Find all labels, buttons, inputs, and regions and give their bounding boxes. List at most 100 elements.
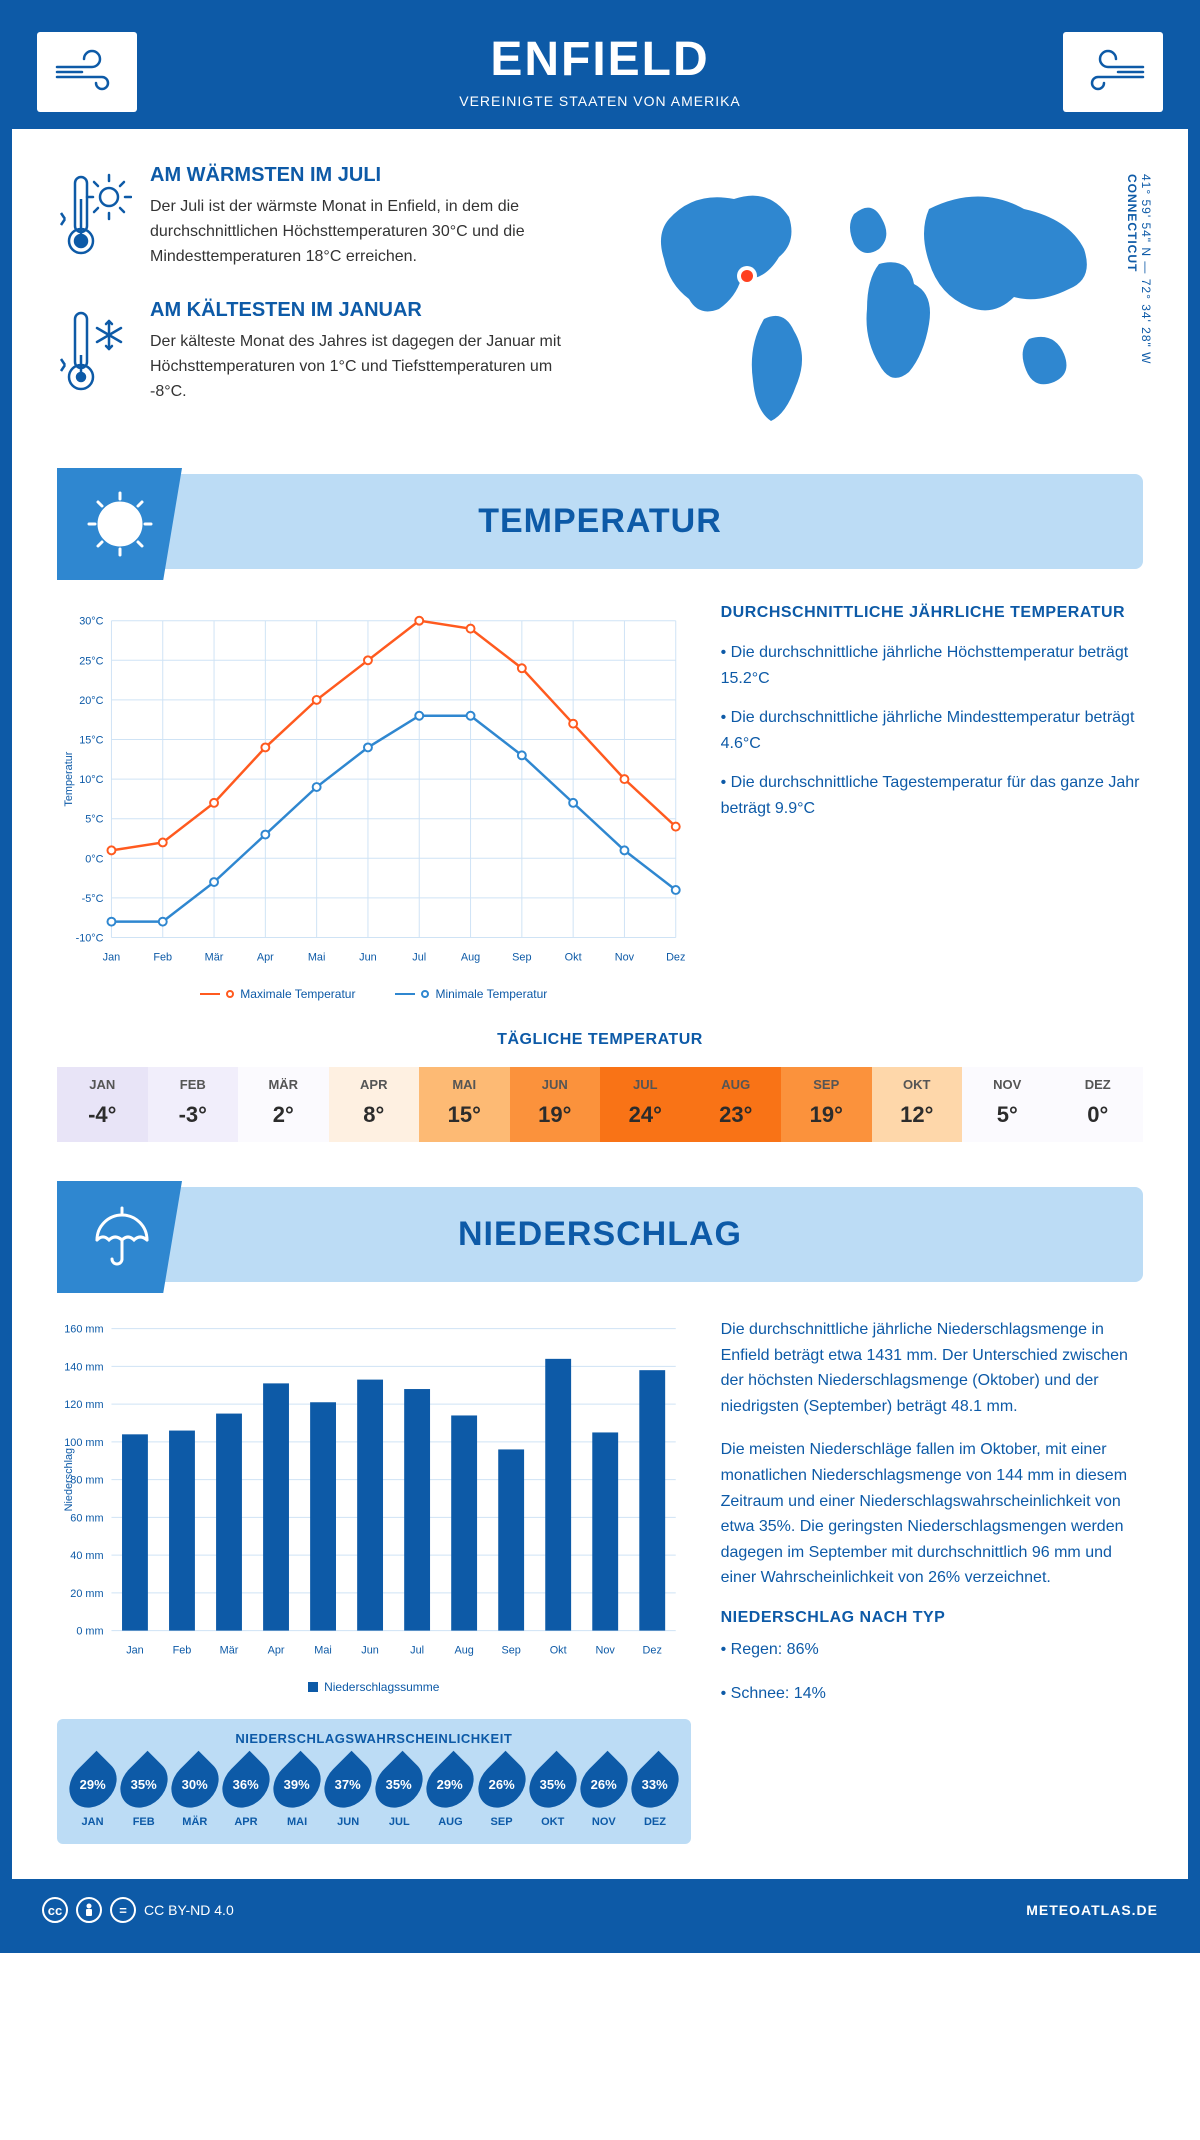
precip-p1: Die durchschnittliche jährliche Niedersc… — [721, 1317, 1143, 1419]
probability-drop: 35%JUL — [378, 1758, 420, 1828]
site-name: METEOATLAS.DE — [1026, 1902, 1158, 1918]
page-subtitle: VEREINIGTE STAATEN VON AMERIKA — [32, 93, 1168, 109]
svg-text:80 mm: 80 mm — [70, 1475, 103, 1487]
cc-icon: cc — [42, 1897, 68, 1923]
svg-text:Okt: Okt — [550, 1644, 567, 1656]
precip-p3: • Regen: 86% — [721, 1637, 1143, 1663]
svg-text:Aug: Aug — [454, 1644, 473, 1656]
probability-box: NIEDERSCHLAGSWAHRSCHEINLICHKEIT 29%JAN35… — [57, 1719, 691, 1844]
svg-text:0°C: 0°C — [85, 853, 103, 865]
daily-cell: AUG23° — [691, 1067, 782, 1142]
daily-cell: JAN-4° — [57, 1067, 148, 1142]
probability-drop: 39%MAI — [276, 1758, 318, 1828]
header: ENFIELD VEREINIGTE STAATEN VON AMERIKA — [12, 12, 1188, 129]
svg-text:30°C: 30°C — [79, 616, 103, 628]
page: ENFIELD VEREINIGTE STAATEN VON AMERIKA A… — [0, 0, 1200, 1953]
svg-text:Feb: Feb — [173, 1644, 192, 1656]
daily-cell: MAI15° — [419, 1067, 510, 1142]
temp-info-p3: • Die durchschnittliche Tagestemperatur … — [721, 770, 1143, 821]
intro-section: AM WÄRMSTEN IM JULI Der Juli ist der wär… — [57, 164, 1143, 439]
coldest-title: AM KÄLTESTEN IM JANUAR — [150, 299, 585, 322]
svg-text:10°C: 10°C — [79, 774, 103, 786]
svg-text:Mär: Mär — [220, 1644, 239, 1656]
svg-text:Sep: Sep — [512, 951, 531, 963]
svg-text:Nov: Nov — [615, 951, 635, 963]
svg-text:160 mm: 160 mm — [64, 1324, 103, 1336]
svg-text:25°C: 25°C — [79, 655, 103, 667]
svg-text:Niederschlag: Niederschlag — [63, 1448, 75, 1511]
svg-text:0 mm: 0 mm — [76, 1626, 103, 1638]
svg-text:Jan: Jan — [126, 1644, 144, 1656]
precip-type-head: NIEDERSCHLAG NACH TYP — [721, 1609, 1143, 1627]
svg-text:Mai: Mai — [308, 951, 326, 963]
probability-drop: 29%AUG — [429, 1758, 471, 1828]
svg-text:Mär: Mär — [205, 951, 224, 963]
svg-text:Nov: Nov — [596, 1644, 616, 1656]
svg-text:-10°C: -10°C — [76, 932, 104, 944]
precip-p2: Die meisten Niederschläge fallen im Okto… — [721, 1437, 1143, 1591]
coordinates: 41° 59' 54" N — 72° 34' 28" W CONNECTICU… — [1125, 174, 1153, 364]
temp-info: DURCHSCHNITTLICHE JÄHRLICHE TEMPERATUR •… — [721, 604, 1143, 1001]
umbrella-badge-icon — [57, 1181, 182, 1293]
svg-text:Jul: Jul — [410, 1644, 424, 1656]
svg-text:60 mm: 60 mm — [70, 1512, 103, 1524]
temp-info-head: DURCHSCHNITTLICHE JÄHRLICHE TEMPERATUR — [721, 604, 1143, 622]
coldest-text: Der kälteste Monat des Jahres ist dagege… — [150, 330, 585, 404]
svg-text:Apr: Apr — [268, 1644, 285, 1656]
daily-temp-row: JAN-4°FEB-3°MÄR2°APR8°MAI15°JUN19°JUL24°… — [57, 1067, 1143, 1142]
temp-legend: Maximale Temperatur Minimale Temperatur — [57, 987, 691, 1001]
warmest-title: AM WÄRMSTEN IM JULI — [150, 164, 585, 187]
svg-text:20°C: 20°C — [79, 695, 103, 707]
section-temp-title: TEMPERATUR — [57, 502, 1143, 541]
svg-text:5°C: 5°C — [85, 814, 103, 826]
svg-text:Jun: Jun — [361, 1644, 379, 1656]
footer: cc = CC BY-ND 4.0 METEOATLAS.DE — [12, 1879, 1188, 1941]
thermometer-snow-icon — [57, 299, 132, 404]
wind-icon — [1063, 32, 1163, 112]
svg-text:Dez: Dez — [643, 1644, 662, 1656]
coords-region: CONNECTICUT — [1125, 174, 1139, 272]
svg-text:100 mm: 100 mm — [64, 1437, 103, 1449]
warmest-box: AM WÄRMSTEN IM JULI Der Juli ist der wär… — [57, 164, 585, 269]
svg-text:Jul: Jul — [412, 951, 426, 963]
svg-text:Mai: Mai — [314, 1644, 332, 1656]
probability-drop: 30%MÄR — [174, 1758, 216, 1828]
svg-text:15°C: 15°C — [79, 734, 103, 746]
daily-cell: JUL24° — [600, 1067, 691, 1142]
probability-drop: 37%JUN — [327, 1758, 369, 1828]
precip-chart: 0 mm20 mm40 mm60 mm80 mm100 mm120 mm140 … — [57, 1317, 691, 1844]
probability-drop: 35%FEB — [123, 1758, 165, 1828]
coords-line: 41° 59' 54" N — 72° 34' 28" W — [1139, 174, 1153, 364]
license: cc = CC BY-ND 4.0 — [42, 1897, 234, 1923]
svg-text:120 mm: 120 mm — [64, 1399, 103, 1411]
svg-text:40 mm: 40 mm — [70, 1550, 103, 1562]
daily-cell: MÄR2° — [238, 1067, 329, 1142]
svg-text:Aug: Aug — [461, 951, 480, 963]
daily-cell: SEP19° — [781, 1067, 872, 1142]
nd-icon: = — [110, 1897, 136, 1923]
svg-text:Okt: Okt — [565, 951, 582, 963]
probability-drop: 33%DEZ — [634, 1758, 676, 1828]
svg-text:Jan: Jan — [103, 951, 121, 963]
probability-drop: 26%NOV — [583, 1758, 625, 1828]
daily-title: TÄGLICHE TEMPERATUR — [57, 1031, 1143, 1049]
page-title: ENFIELD — [32, 32, 1168, 87]
temp-info-p1: • Die durchschnittliche jährliche Höchst… — [721, 640, 1143, 691]
section-precip-title: NIEDERSCHLAG — [57, 1215, 1143, 1254]
svg-text:Jun: Jun — [359, 951, 377, 963]
daily-cell: NOV5° — [962, 1067, 1053, 1142]
prob-title: NIEDERSCHLAGSWAHRSCHEINLICHKEIT — [67, 1731, 681, 1746]
svg-text:Sep: Sep — [501, 1644, 520, 1656]
daily-cell: OKT12° — [872, 1067, 963, 1142]
svg-text:Feb: Feb — [153, 951, 172, 963]
svg-text:-5°C: -5°C — [82, 893, 104, 905]
precip-p4: • Schnee: 14% — [721, 1681, 1143, 1707]
svg-text:Apr: Apr — [257, 951, 274, 963]
daily-cell: JUN19° — [510, 1067, 601, 1142]
svg-text:Dez: Dez — [666, 951, 685, 963]
world-map — [615, 164, 1143, 434]
section-precip-head: NIEDERSCHLAG — [57, 1187, 1143, 1282]
coldest-box: AM KÄLTESTEN IM JANUAR Der kälteste Mona… — [57, 299, 585, 404]
wind-icon — [37, 32, 137, 112]
precip-info: Die durchschnittliche jährliche Niedersc… — [721, 1317, 1143, 1844]
